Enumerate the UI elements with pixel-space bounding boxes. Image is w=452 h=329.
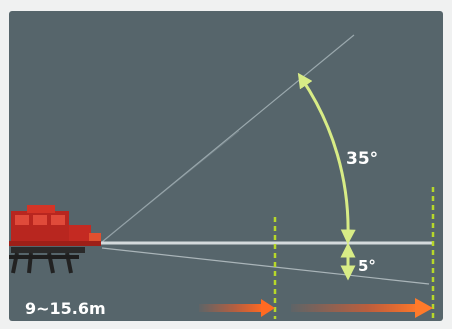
angle-label-35: 35°: [346, 149, 378, 169]
upper-angle-line-secondary: [101, 130, 240, 243]
sprayer-machine-icon: [9, 205, 101, 274]
far-range-arrow: [291, 298, 433, 318]
lower-angle-line: [101, 247, 430, 285]
diagram-panel: 35° 5°: [9, 11, 443, 321]
range-label: 9~15.6m: [25, 299, 106, 318]
angle-label-5: 5°: [358, 257, 376, 275]
angle-arc-35: [297, 72, 356, 245]
near-range-arrow: [199, 299, 275, 317]
spray-angle-diagram: 35° 5°: [9, 34, 435, 319]
